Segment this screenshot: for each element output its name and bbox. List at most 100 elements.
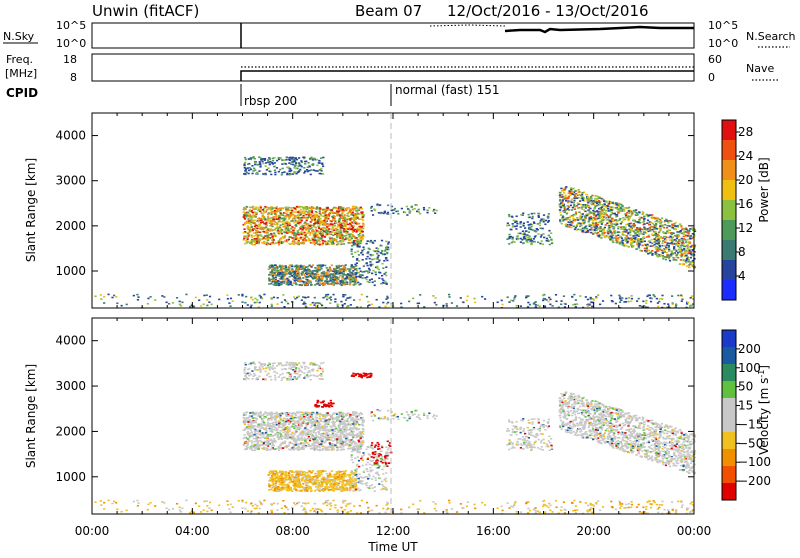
power-point-1377 [268, 218, 270, 220]
power-point-3174 [622, 234, 624, 236]
power-point-4047 [619, 242, 621, 244]
power-point-4153 [567, 201, 569, 203]
power-point-4196 [601, 209, 603, 211]
power-point-2787 [547, 216, 549, 218]
power-point-1972 [288, 270, 290, 272]
power-point-1302 [253, 222, 255, 224]
power-point-42 [319, 210, 321, 212]
power-point-4457 [270, 297, 272, 299]
power-point-3661 [637, 238, 639, 240]
power-point-631 [331, 209, 333, 211]
power-point-1428 [278, 220, 280, 222]
power-point-1359 [361, 238, 363, 240]
power-point-56 [362, 228, 364, 230]
power-point-3595 [614, 237, 616, 239]
power-point-4081 [567, 221, 569, 223]
power-point-1929 [296, 275, 298, 277]
power-point-4426 [658, 301, 660, 303]
power-point-2598 [304, 170, 306, 172]
power-point-3919 [626, 229, 628, 231]
velocity-point-48 [267, 422, 269, 424]
power-point-3483 [568, 192, 570, 194]
power-point-4416 [241, 294, 243, 296]
power-point-4237 [549, 304, 551, 306]
power-point-2527 [273, 157, 275, 159]
power-point-2588 [300, 160, 302, 162]
power-point-4117 [566, 197, 568, 199]
power-point-471 [260, 235, 262, 237]
power-point-3384 [641, 245, 643, 247]
power-point-1349 [315, 231, 317, 233]
power-point-4187 [679, 250, 681, 252]
power-point-2179 [306, 272, 308, 274]
power-point-3949 [577, 202, 579, 204]
power-point-1425 [305, 214, 307, 216]
power-point-4541 [434, 302, 436, 304]
power-point-1204 [262, 209, 264, 211]
power-point-1569 [326, 267, 328, 269]
power-point-1369 [250, 218, 252, 220]
power-point-2813 [517, 239, 519, 241]
power-point-2375 [366, 240, 368, 242]
power-point-4045 [657, 239, 659, 241]
power-point-1809 [321, 278, 323, 280]
power-point-2300 [356, 272, 358, 274]
power-point-1606 [268, 283, 270, 285]
power-point-1407 [252, 212, 254, 214]
power-point-1265 [295, 224, 297, 226]
power-point-2175 [286, 282, 288, 284]
power-point-1422 [331, 243, 333, 245]
power-point-4129 [688, 264, 690, 266]
power-point-2163 [285, 265, 287, 267]
power-point-3117 [654, 221, 656, 223]
power-point-4528 [168, 303, 170, 305]
power-point-4401 [672, 303, 674, 305]
power-point-4188 [629, 217, 631, 219]
power-point-3957 [559, 192, 561, 194]
power-point-2437 [245, 159, 247, 161]
power-point-3799 [685, 260, 687, 262]
power-point-1875 [314, 267, 316, 269]
power-point-2519 [268, 171, 270, 173]
power-point-2802 [523, 236, 525, 238]
power-point-3683 [610, 209, 612, 211]
power-point-2614 [392, 212, 394, 214]
power-colorbar-label: Power [dB] [757, 157, 771, 222]
power-point-1456 [287, 231, 289, 233]
power-point-3597 [681, 229, 683, 231]
power-point-1957 [332, 284, 334, 286]
noise-ylabel: N.Sky [3, 30, 35, 43]
power-point-3155 [605, 224, 607, 226]
power-point-4581 [165, 302, 167, 304]
power-point-1133 [319, 244, 321, 246]
power-point-490 [297, 241, 299, 243]
power-point-4134 [561, 223, 563, 225]
power-point-1298 [266, 236, 268, 238]
power-point-2187 [297, 273, 299, 275]
power-point-4453 [571, 296, 573, 298]
power-point-2641 [382, 213, 384, 215]
power-point-962 [328, 225, 330, 227]
power-point-2908 [596, 202, 598, 204]
power-point-4211 [607, 210, 609, 212]
power-point-4128 [595, 200, 597, 202]
power-point-2229 [383, 260, 385, 262]
power-point-4059 [616, 242, 618, 244]
power-point-3964 [630, 242, 632, 244]
power-point-1935 [320, 268, 322, 270]
power-point-2372 [362, 277, 364, 279]
power-point-889 [339, 218, 341, 220]
power-point-3765 [582, 221, 584, 223]
power-point-527 [280, 237, 282, 239]
power-point-3603 [580, 213, 582, 215]
power-point-2436 [320, 157, 322, 159]
velocity-point-214 [302, 435, 304, 437]
power-point-2112 [326, 280, 328, 282]
power-point-2344 [362, 254, 364, 256]
power-point-3874 [584, 222, 586, 224]
power-point-1290 [246, 206, 248, 208]
power-point-3992 [599, 204, 601, 206]
power-point-1373 [256, 241, 258, 243]
power-point-4069 [675, 243, 677, 245]
power-point-1405 [274, 207, 276, 209]
